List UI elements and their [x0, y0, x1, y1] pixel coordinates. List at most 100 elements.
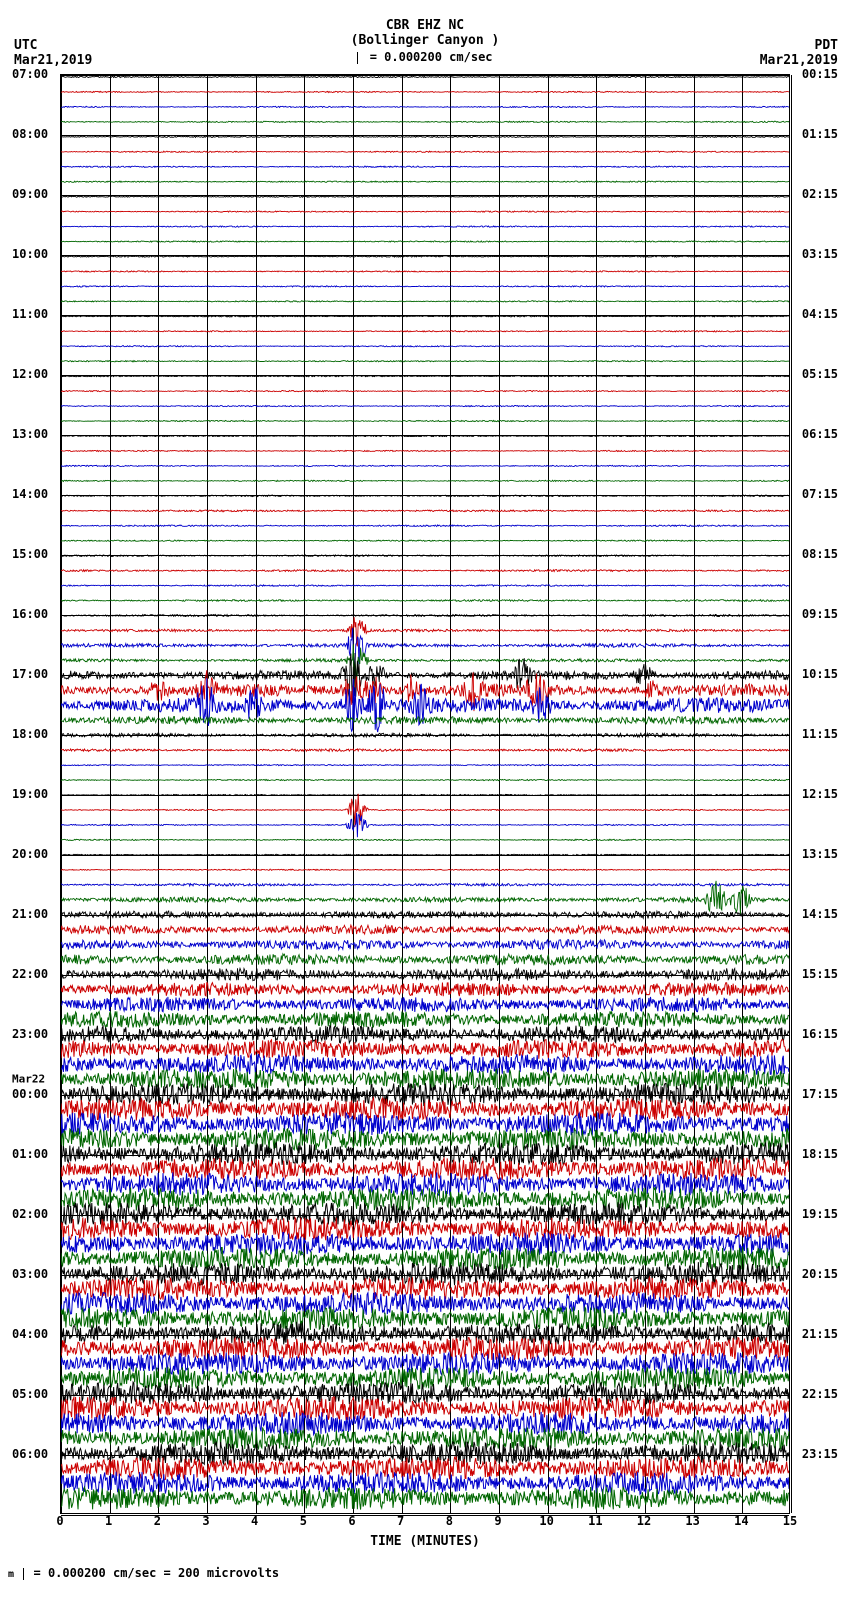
x-tick: 5	[300, 1514, 307, 1528]
right-time-label: 20:15	[802, 1267, 838, 1281]
scale-text: = 0.000200 cm/sec	[370, 50, 493, 64]
hgrid-line	[61, 1395, 789, 1396]
left-time-label: 13:00	[12, 427, 48, 441]
x-axis-label: TIME (MINUTES)	[370, 1534, 480, 1549]
vgrid-line	[353, 75, 354, 1513]
x-tick: 15	[783, 1514, 797, 1528]
hgrid-line	[61, 675, 789, 676]
x-tick: 6	[348, 1514, 355, 1528]
right-time-label: 08:15	[802, 547, 838, 561]
hgrid-line	[61, 135, 789, 136]
right-time-label: 19:15	[802, 1207, 838, 1221]
x-tick: 8	[446, 1514, 453, 1528]
hgrid-line	[61, 195, 789, 196]
left-time-label: Mar22	[12, 1073, 45, 1086]
x-tick: 9	[494, 1514, 501, 1528]
x-tick: 10	[539, 1514, 553, 1528]
vgrid-line	[304, 75, 305, 1513]
left-time-label: 20:00	[12, 847, 48, 861]
scale-indicator: = 0.000200 cm/sec	[0, 50, 850, 64]
vgrid-line	[110, 75, 111, 1513]
right-time-label: 17:15	[802, 1087, 838, 1101]
right-time-label: 10:15	[802, 667, 838, 681]
left-time-label: 01:00	[12, 1147, 48, 1161]
left-date: Mar21,2019	[14, 53, 92, 68]
vgrid-line	[61, 75, 62, 1513]
right-time-label: 22:15	[802, 1387, 838, 1401]
vgrid-line	[450, 75, 451, 1513]
right-time-label: 03:15	[802, 247, 838, 261]
right-date: Mar21,2019	[760, 53, 838, 68]
vgrid-line	[158, 75, 159, 1513]
right-time-label: 12:15	[802, 787, 838, 801]
x-tick: 4	[251, 1514, 258, 1528]
left-time-label: 12:00	[12, 367, 48, 381]
station-location: (Bollinger Canyon )	[0, 33, 850, 48]
hgrid-line	[61, 735, 789, 736]
hgrid-line	[61, 1455, 789, 1456]
right-timezone-block: PDT Mar21,2019	[760, 38, 838, 68]
left-time-label: 18:00	[12, 727, 48, 741]
hgrid-line	[61, 1335, 789, 1336]
left-time-label: 23:00	[12, 1027, 48, 1041]
footer-text: = 0.000200 cm/sec = 200 microvolts	[34, 1566, 280, 1580]
hgrid-line	[61, 375, 789, 376]
hgrid-line	[61, 1155, 789, 1156]
vgrid-line	[499, 75, 500, 1513]
x-axis: TIME (MINUTES) 0123456789101112131415	[60, 1514, 790, 1560]
hgrid-line	[61, 75, 789, 76]
right-time-label: 23:15	[802, 1447, 838, 1461]
x-tick: 11	[588, 1514, 602, 1528]
left-time-label: 16:00	[12, 607, 48, 621]
hgrid-line	[61, 495, 789, 496]
hgrid-line	[61, 255, 789, 256]
vgrid-line	[694, 75, 695, 1513]
right-time-label: 09:15	[802, 607, 838, 621]
left-time-label: 14:00	[12, 487, 48, 501]
left-time-label: 06:00	[12, 1447, 48, 1461]
vgrid-line	[402, 75, 403, 1513]
x-tick: 0	[56, 1514, 63, 1528]
hgrid-line	[61, 975, 789, 976]
left-tz: UTC	[14, 38, 92, 53]
left-time-label: 07:00	[12, 67, 48, 81]
hgrid-line	[61, 555, 789, 556]
right-time-label: 18:15	[802, 1147, 838, 1161]
x-tick: 13	[685, 1514, 699, 1528]
x-tick: 2	[154, 1514, 161, 1528]
right-time-label: 05:15	[802, 367, 838, 381]
vgrid-line	[645, 75, 646, 1513]
vgrid-line	[548, 75, 549, 1513]
left-time-label: 05:00	[12, 1387, 48, 1401]
x-tick: 12	[637, 1514, 651, 1528]
hgrid-line	[61, 1035, 789, 1036]
vgrid-line	[256, 75, 257, 1513]
right-time-label: 00:15	[802, 67, 838, 81]
left-time-label: 00:00	[12, 1087, 48, 1101]
right-time-label: 14:15	[802, 907, 838, 921]
left-time-label: 22:00	[12, 967, 48, 981]
right-time-label: 15:15	[802, 967, 838, 981]
hgrid-line	[61, 795, 789, 796]
right-time-label: 21:15	[802, 1327, 838, 1341]
left-time-label: 10:00	[12, 247, 48, 261]
left-time-label: 03:00	[12, 1267, 48, 1281]
vgrid-line	[742, 75, 743, 1513]
right-time-label: 13:15	[802, 847, 838, 861]
x-tick: 14	[734, 1514, 748, 1528]
right-time-label: 02:15	[802, 187, 838, 201]
station-id: CBR EHZ NC	[0, 18, 850, 33]
hgrid-line	[61, 435, 789, 436]
vgrid-line	[596, 75, 597, 1513]
left-time-label: 21:00	[12, 907, 48, 921]
left-time-label: 19:00	[12, 787, 48, 801]
right-time-label: 06:15	[802, 427, 838, 441]
right-time-label: 01:15	[802, 127, 838, 141]
left-time-label: 02:00	[12, 1207, 48, 1221]
hgrid-line	[61, 855, 789, 856]
left-time-label: 09:00	[12, 187, 48, 201]
right-time-label: 11:15	[802, 727, 838, 741]
left-time-label: 08:00	[12, 127, 48, 141]
left-timezone-block: UTC Mar21,2019	[14, 38, 92, 68]
left-time-label: 17:00	[12, 667, 48, 681]
